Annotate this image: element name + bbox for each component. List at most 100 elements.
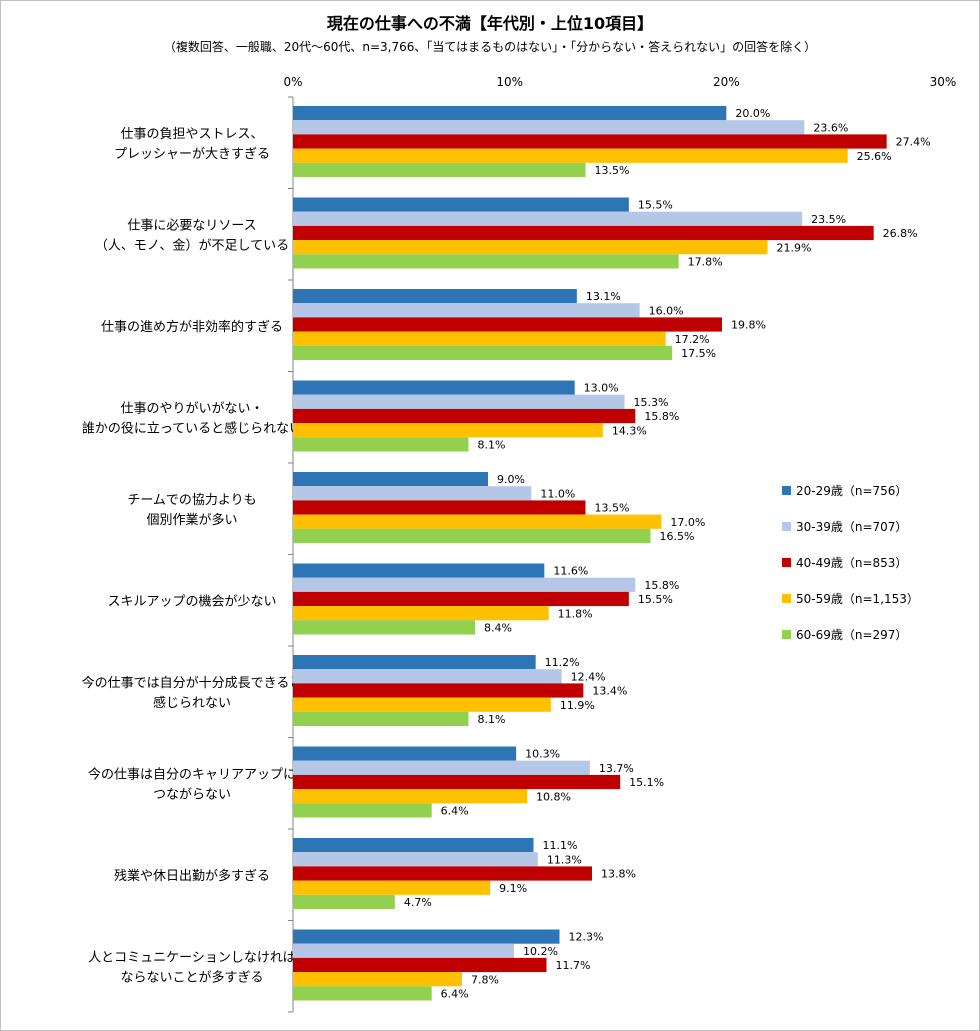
legend-swatch [782, 630, 791, 639]
bar [293, 345, 673, 360]
bar [293, 225, 874, 241]
data-label: 10.2% [523, 945, 558, 958]
bar [293, 380, 575, 395]
bar [293, 711, 469, 726]
x-tick-label: 0% [283, 75, 302, 89]
bar [293, 211, 803, 226]
bar [293, 120, 805, 135]
bar [293, 972, 462, 987]
bar [293, 774, 621, 790]
bar [293, 472, 488, 487]
x-tick-label: 30% [930, 75, 957, 89]
data-label: 4.7% [404, 896, 432, 909]
chart-title: 現在の仕事への不満【年代別・上位10項目】 [326, 14, 654, 33]
data-label: 8.4% [484, 622, 512, 635]
data-label: 11.9% [560, 699, 595, 712]
data-label: 12.3% [569, 931, 604, 944]
category-label: 今の仕事は自分のキャリアアップにつながらない [88, 766, 296, 802]
data-label: 11.6% [553, 565, 588, 578]
bar [293, 760, 590, 775]
legend-label: 50-59歳（n=1,153） [796, 592, 919, 606]
bar [293, 803, 432, 818]
data-label: 10.8% [536, 790, 571, 803]
category-label: チームでの協力よりも個別作業が多い [127, 493, 256, 528]
legend-swatch [782, 486, 791, 495]
data-label: 11.7% [556, 959, 591, 972]
data-label: 26.8% [883, 227, 918, 240]
bar [293, 106, 727, 121]
bar [293, 894, 395, 909]
bar [293, 331, 666, 346]
data-label: 16.5% [660, 530, 695, 543]
category-label: 仕事の進め方が非効率的すぎる [101, 319, 283, 335]
bar [293, 303, 640, 318]
data-label: 13.7% [599, 762, 634, 775]
data-label: 20.0% [735, 107, 770, 120]
data-label: 13.0% [584, 382, 619, 395]
data-label: 13.8% [601, 868, 636, 881]
category-label: 仕事に必要なリソース（人、モノ、金）が不足している [95, 218, 289, 253]
bar [293, 866, 592, 881]
bar [293, 528, 651, 543]
data-label: 17.2% [675, 333, 710, 346]
category-label: 残業や休日出勤が多すぎる [114, 868, 270, 884]
data-label: 10.3% [525, 748, 560, 761]
data-label: 11.0% [540, 487, 575, 500]
bar [293, 746, 517, 761]
data-label: 6.4% [441, 805, 469, 818]
legend-swatch [782, 558, 791, 567]
data-label: 11.2% [545, 656, 580, 669]
bar [293, 148, 848, 163]
bar [293, 289, 577, 304]
data-label: 16.0% [649, 304, 684, 317]
bar [293, 943, 514, 958]
data-label: 15.8% [644, 579, 679, 592]
bar [293, 577, 636, 592]
data-label: 15.5% [638, 199, 673, 212]
bar [293, 669, 562, 684]
bar [293, 134, 887, 149]
category-label: スキルアップの機会が少ない [107, 594, 276, 609]
bar [293, 500, 586, 515]
data-label: 12.4% [571, 670, 606, 683]
data-label: 17.8% [688, 256, 723, 269]
data-label: 15.3% [634, 396, 669, 409]
data-label: 27.4% [896, 136, 931, 149]
data-label: 8.1% [478, 713, 506, 726]
category-label: 人とコミュニケーションしなければならないことが多すぎる [88, 950, 296, 985]
legend-label: 60-69歳（n=297） [796, 628, 907, 642]
category-label: 仕事のやりがいがない・誰かの役に立っていると感じられない [82, 401, 302, 436]
bar [293, 789, 527, 804]
data-label: 6.4% [441, 988, 469, 1001]
bar [293, 957, 547, 973]
data-label: 17.0% [670, 516, 705, 529]
data-label: 13.1% [586, 290, 621, 303]
data-label: 15.8% [644, 410, 679, 423]
data-label: 23.5% [811, 213, 846, 226]
bar [293, 197, 629, 212]
bar [293, 697, 551, 712]
bar [293, 254, 679, 269]
bar [293, 317, 722, 332]
bar [293, 563, 545, 578]
x-tick-label: 10% [496, 75, 523, 89]
data-label: 23.6% [813, 121, 848, 134]
data-label: 9.1% [499, 882, 527, 895]
data-label: 15.1% [629, 776, 664, 789]
data-label: 13.5% [595, 164, 630, 177]
category-label: 仕事の負担やストレス、プレッシャーが大きすぎる [114, 127, 270, 162]
bar [293, 514, 662, 529]
data-label: 8.1% [478, 439, 506, 452]
data-label: 21.9% [777, 241, 812, 254]
bar [293, 486, 532, 501]
data-label: 19.8% [731, 319, 766, 332]
data-label: 14.3% [612, 424, 647, 437]
legend-label: 40-49歳（n=853） [796, 556, 907, 570]
bar [293, 852, 538, 867]
legend-label: 20-29歳（n=756） [796, 484, 907, 498]
data-label: 17.5% [681, 347, 716, 360]
bar [293, 162, 586, 177]
data-label: 13.4% [592, 685, 627, 698]
data-label: 25.6% [857, 150, 892, 163]
